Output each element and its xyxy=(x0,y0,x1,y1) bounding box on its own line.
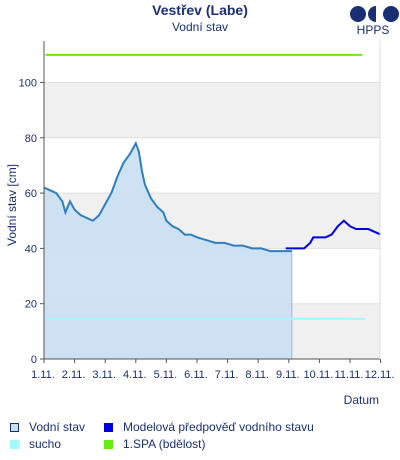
observed-line xyxy=(43,140,292,253)
legend-label-forecast: Modelová předpověď vodního stavu xyxy=(123,420,314,434)
chart-subtitle: Vodní stav xyxy=(171,20,229,34)
y-tick-label: 0 xyxy=(31,354,37,366)
legend-item-forecast: Modelová předpověď vodního stavu xyxy=(104,420,314,434)
legend-label-drought: sucho xyxy=(29,437,62,451)
legend-swatch-spa1 xyxy=(104,439,113,449)
forecast-line xyxy=(285,219,382,250)
legend-item-observed: Vodní stav xyxy=(10,420,85,434)
legend-item-drought: sucho xyxy=(10,437,61,451)
grid-band xyxy=(44,82,380,138)
legend-label-observed: Vodní stav xyxy=(29,420,86,434)
x-tick-label: 3.11. xyxy=(92,369,116,381)
x-tick-label: 4.11. xyxy=(123,369,147,381)
observed-area xyxy=(44,143,292,359)
y-axis-label: Vodní stav [cm] xyxy=(5,164,19,246)
x-tick-label: 11.11. xyxy=(335,369,364,381)
hpps-logo: HPPS xyxy=(346,5,400,41)
legend-swatch-drought xyxy=(10,439,19,449)
x-axis-label: Datum xyxy=(344,393,379,407)
reference-lines xyxy=(45,53,366,320)
x-tick-label: 6.11. xyxy=(184,369,208,381)
x-tick-label: 1.11. xyxy=(31,369,55,381)
logo-text: HPPS xyxy=(356,23,390,37)
legend-swatch-observed xyxy=(10,422,19,432)
x-tick-label: 10.11. xyxy=(304,369,334,381)
grid-band xyxy=(44,41,380,83)
x-tick-label: 8.11. xyxy=(245,369,269,381)
series-areas xyxy=(44,143,293,359)
legend-swatch-forecast xyxy=(104,422,113,432)
x-tick-label: 9.11. xyxy=(276,369,300,381)
y-tick-labels: 0 20 40 60 80 100 xyxy=(19,77,44,366)
x-tick-labels: 1.11. 2.11. 3.11. 4.11. 5.11. 6.11. 7.11. 8.11.… xyxy=(31,359,394,381)
chart-title: Vestřev (Labe) xyxy=(152,2,248,18)
axes xyxy=(43,41,381,360)
x-tick-label: 5.11. xyxy=(154,369,178,381)
y-tick-label: 100 xyxy=(19,77,37,89)
y-tick-label: 80 xyxy=(25,133,37,145)
x-tick-label: 2.11. xyxy=(62,369,86,381)
legend-label-spa1: 1.SPA (bdělost) xyxy=(123,437,206,451)
hpps-logo-icon xyxy=(350,6,399,22)
grid-band xyxy=(44,137,380,194)
series-lines xyxy=(43,140,382,253)
y-tick-label: 40 xyxy=(25,243,37,255)
y-tick-label: 20 xyxy=(25,299,37,311)
y-tick-label: 60 xyxy=(25,188,37,200)
x-tick-label: 12.11. xyxy=(365,369,395,381)
legend-item-spa1: 1.SPA (bdělost) xyxy=(104,437,206,451)
x-tick-label: 7.11. xyxy=(215,369,239,381)
